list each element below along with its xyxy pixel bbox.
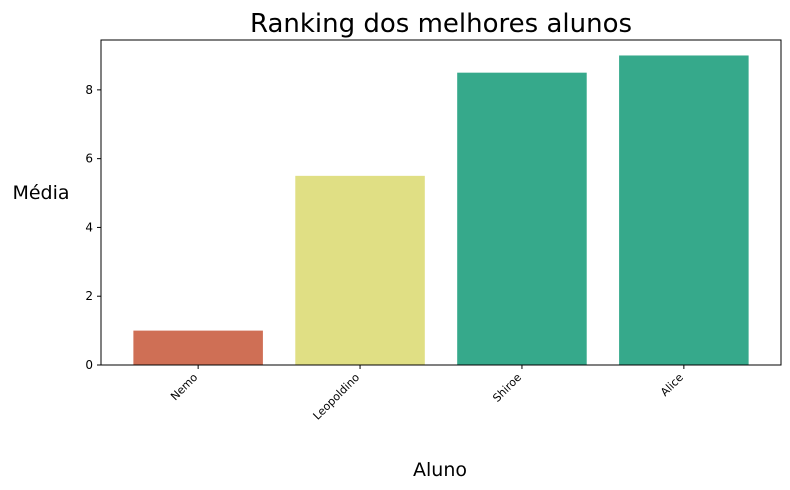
bar-nemo (133, 330, 263, 365)
plot-frame (100, 39, 782, 366)
x-tick-label: Leopoldino (311, 371, 363, 423)
y-tick-label: 2 (85, 289, 93, 303)
y-tick-label: 6 (85, 152, 93, 166)
plot-area: 0 2 4 6 8 Nemo Leopoldino Shiroe Alice (85, 39, 782, 423)
x-axis-label: Aluno (413, 459, 467, 481)
y-tick-label: 4 (85, 220, 93, 234)
x-tick-label: Nemo (168, 371, 200, 403)
y-tick-label: 8 (85, 83, 93, 97)
x-tick-label: Alice (658, 371, 686, 399)
bar-alice (619, 55, 749, 365)
chart-title: Ranking dos melhores alunos (250, 9, 632, 39)
y-tick-label: 0 (85, 358, 93, 372)
x-tick-label: Shiroe (490, 371, 524, 405)
bar-leopoldino (295, 175, 425, 365)
bar-shiroe (457, 72, 587, 365)
y-axis-label: Média (12, 182, 69, 204)
